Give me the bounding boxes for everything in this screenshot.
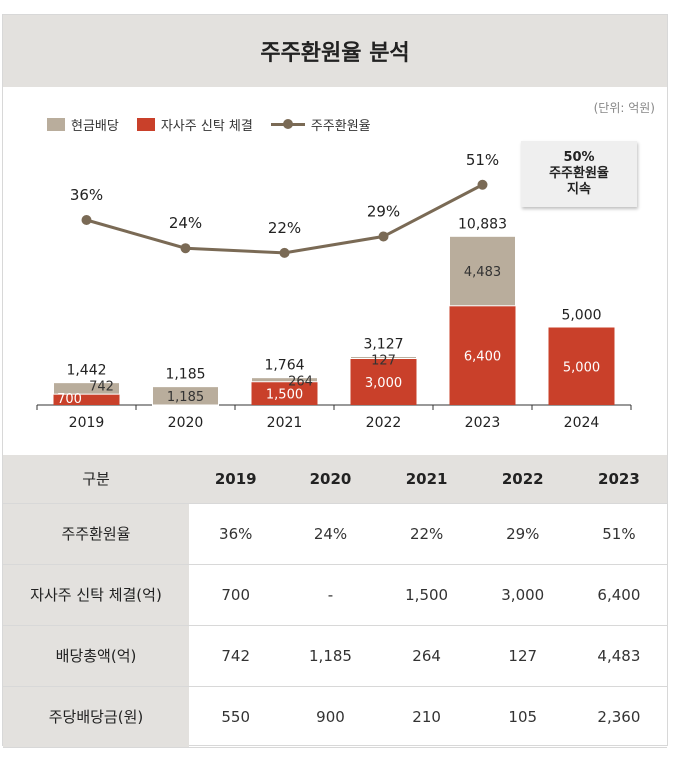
legend-swatch-ratio — [270, 118, 305, 131]
note-line-1: 50% — [563, 150, 595, 165]
cash-data-label: 127 — [371, 354, 396, 369]
legend-swatch-buyback — [136, 118, 155, 131]
title-bar: 주주환원율 분석 — [3, 15, 667, 87]
cash-data-label: 742 — [89, 380, 114, 395]
table-cell: 264 — [378, 625, 475, 687]
ratio-data-label: 24% — [169, 214, 202, 232]
legend-item-cash: 현금배당 — [47, 115, 119, 134]
bar-cash — [449, 235, 516, 307]
ratio-point — [378, 231, 389, 242]
table-cell: 700 — [189, 564, 283, 626]
table-cell: 1,185 — [282, 625, 379, 687]
legend: 현금배당 자사주 신탁 체결 주주환원율 — [47, 115, 389, 134]
x-tick-label: 2019 — [69, 415, 105, 431]
bar-cash — [251, 377, 318, 383]
bar-buyback — [53, 394, 120, 405]
x-tick-label: 2022 — [366, 415, 402, 431]
table-header-cell: 2023 — [570, 455, 667, 504]
x-tick-label: 2021 — [267, 415, 303, 431]
bar-buyback — [350, 358, 417, 405]
cash-data-label: 264 — [288, 375, 313, 390]
table-row-label: 주당배당금(원) — [3, 686, 189, 748]
table-cell: 24% — [282, 503, 379, 565]
table-row-label: 주주환원율 — [3, 503, 189, 565]
cash-data-label: 1,185 — [167, 390, 204, 405]
table-cell: - — [282, 564, 379, 626]
total-data-label: 5,000 — [561, 308, 601, 324]
bar-buyback — [548, 327, 615, 405]
x-tick-label: 2023 — [465, 415, 501, 431]
table-header-row: 구분 2019 2020 2021 2022 2023 — [3, 455, 667, 504]
ratio-point — [477, 179, 488, 190]
table-header-cell: 구분 — [3, 455, 189, 504]
bar-buyback — [449, 305, 516, 405]
total-data-label: 3,127 — [363, 337, 403, 353]
table-cell: 3,000 — [474, 564, 571, 626]
legend-label-buyback: 자사주 신탁 체결 — [160, 119, 253, 134]
table-header-cell: 2019 — [189, 455, 283, 504]
summary-table: 구분 2019 2020 2021 2022 2023 주주환원율 36% 24… — [3, 455, 667, 748]
cash-data-label: 4,483 — [464, 265, 501, 280]
bar-cash — [152, 386, 219, 406]
table-cell: 1,500 — [378, 564, 475, 626]
buyback-data-label: 3,000 — [365, 376, 402, 391]
note-box: 50% 주주환원율 지속 — [521, 141, 637, 207]
table-cell: 29% — [474, 503, 571, 565]
total-data-label: 10,883 — [458, 216, 507, 232]
ratio-data-label: 22% — [268, 219, 301, 237]
chart-card: 주주환원율 분석 (단위: 억원) 현금배당 자사주 신탁 체결 주주환원율 7… — [2, 14, 668, 748]
table-cell: 2,360 — [570, 686, 667, 748]
bar-cash — [53, 382, 120, 395]
table-header-cell: 2022 — [474, 455, 571, 504]
buyback-data-label: 5,000 — [563, 360, 600, 375]
table-cell: 6,400 — [570, 564, 667, 626]
table-cell: 550 — [189, 686, 283, 748]
table-row: 주당배당금(원) 550 900 210 105 2,360 — [3, 686, 667, 748]
table-row-label: 자사주 신탁 체결(억) — [3, 564, 189, 626]
table-cell: 900 — [282, 686, 379, 748]
table-row-label: 배당총액(억) — [3, 625, 189, 687]
total-data-label: 1,764 — [264, 358, 304, 374]
table-cell: 4,483 — [570, 625, 667, 687]
legend-swatch-cash — [47, 118, 65, 131]
table-cell: 51% — [570, 503, 667, 565]
ratio-data-label: 51% — [466, 151, 499, 169]
ratio-data-label: 36% — [70, 186, 103, 204]
note-line-3: 지속 — [567, 182, 591, 197]
bar-buyback — [251, 381, 318, 405]
x-tick-label: 2024 — [564, 415, 600, 431]
note-line-2: 주주환원율 — [549, 166, 609, 181]
table-cell: 210 — [378, 686, 475, 748]
table-row: 자사주 신탁 체결(억) 700 - 1,500 3,000 6,400 — [3, 564, 667, 626]
ratio-point — [81, 215, 92, 225]
table-cell: 742 — [189, 625, 283, 687]
table-cell: 22% — [378, 503, 475, 565]
table-cell: 127 — [474, 625, 571, 687]
table-cell: 105 — [474, 686, 571, 748]
buyback-data-label: 1,500 — [266, 387, 303, 402]
unit-note: (단위: 억원) — [593, 101, 655, 115]
table-header-cell: 2020 — [282, 455, 379, 504]
ratio-data-label: 29% — [367, 202, 400, 220]
legend-label-cash: 현금배당 — [71, 119, 119, 134]
table-cell: 36% — [189, 503, 283, 565]
legend-item-buyback: 자사주 신탁 체결 — [136, 115, 253, 134]
total-data-label: 1,185 — [165, 367, 205, 383]
buyback-data-label: 700 — [57, 392, 82, 407]
ratio-point — [279, 247, 290, 258]
legend-label-ratio: 주주환원율 — [310, 119, 371, 134]
x-tick-label: 2020 — [168, 415, 204, 431]
table-row: 주주환원율 36% 24% 22% 29% 51% — [3, 503, 667, 565]
ratio-point — [180, 243, 191, 254]
legend-item-ratio: 주주환원율 — [270, 115, 371, 134]
table-row: 배당총액(억) 742 1,185 264 127 4,483 — [3, 625, 667, 687]
buyback-data-label: 6,400 — [464, 349, 501, 364]
chart-title: 주주환원율 분석 — [260, 41, 410, 66]
table-header-cell: 2021 — [378, 455, 475, 504]
bar-cash — [350, 356, 417, 359]
total-data-label: 1,442 — [66, 363, 106, 379]
